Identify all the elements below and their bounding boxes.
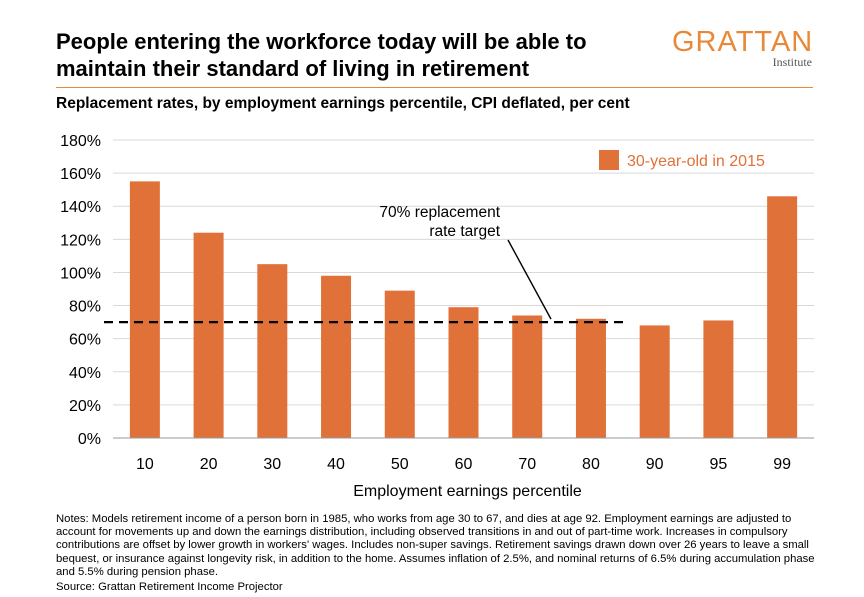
chart-source: Source: Grattan Retirement Income Projec…: [56, 581, 283, 593]
x-tick-label: 99: [773, 456, 791, 473]
legend-label: 30-year-old in 2015: [627, 153, 765, 170]
y-tick-label: 0%: [78, 431, 101, 448]
bar-50: [384, 290, 415, 438]
x-tick-label: 30: [263, 456, 281, 473]
bar-30: [257, 264, 288, 438]
y-tick-label: 60%: [69, 332, 101, 349]
bar-40: [321, 275, 352, 438]
y-tick-label: 160%: [60, 166, 101, 183]
y-tick-label: 20%: [69, 398, 101, 415]
legend: 30-year-old in 2015: [599, 150, 765, 170]
reference-pointer: [507, 239, 552, 320]
x-tick-label: 80: [582, 456, 600, 473]
reference-label-line1: 70% replacement: [379, 204, 500, 221]
axes: 0% 20% 40% 60% 80% 100% 120% 140% 160% 180% 10 20 30…: [60, 133, 814, 500]
x-tick-label: 60: [455, 456, 473, 473]
bar-95: [703, 320, 734, 438]
y-tick-label: 100%: [60, 265, 101, 282]
bar-99: [767, 196, 798, 438]
logo-subtext: Institute: [772, 55, 812, 69]
bar-20: [193, 232, 224, 438]
bar-80: [575, 318, 606, 438]
x-tick-label: 40: [327, 456, 345, 473]
x-tick-label: 90: [646, 456, 664, 473]
x-tick-label: 10: [136, 456, 154, 473]
logo-wordmark: GRATTAN: [672, 26, 814, 58]
legend-swatch: [599, 150, 619, 170]
y-tick-label: 40%: [69, 365, 101, 382]
x-tick-label: 20: [200, 456, 218, 473]
x-tick-label: 50: [391, 456, 409, 473]
y-tick-label: 140%: [60, 199, 101, 216]
y-tick-label: 120%: [60, 232, 101, 249]
y-tick-label: 80%: [69, 299, 101, 316]
bar-60: [448, 307, 479, 438]
reference-label-line2: rate target: [429, 223, 500, 240]
chart-notes: Notes: Models retirement income of a per…: [56, 513, 815, 578]
x-axis-title: Employment earnings percentile: [353, 483, 582, 500]
chart-subtitle: Replacement rates, by employment earning…: [56, 95, 630, 112]
x-tick-label: 95: [710, 456, 728, 473]
y-tick-label: 180%: [60, 133, 101, 150]
reference-annotation: 70% replacement rate target: [104, 204, 628, 324]
bar-10: [129, 181, 160, 438]
grattan-logo: GRATTAN Institute: [672, 27, 812, 70]
x-tick-label: 70: [518, 456, 536, 473]
header-divider: [56, 87, 813, 88]
bars: [129, 181, 798, 438]
bar-70: [512, 315, 543, 438]
bar-90: [639, 325, 670, 438]
chart-title: People entering the workforce today will…: [56, 29, 587, 81]
